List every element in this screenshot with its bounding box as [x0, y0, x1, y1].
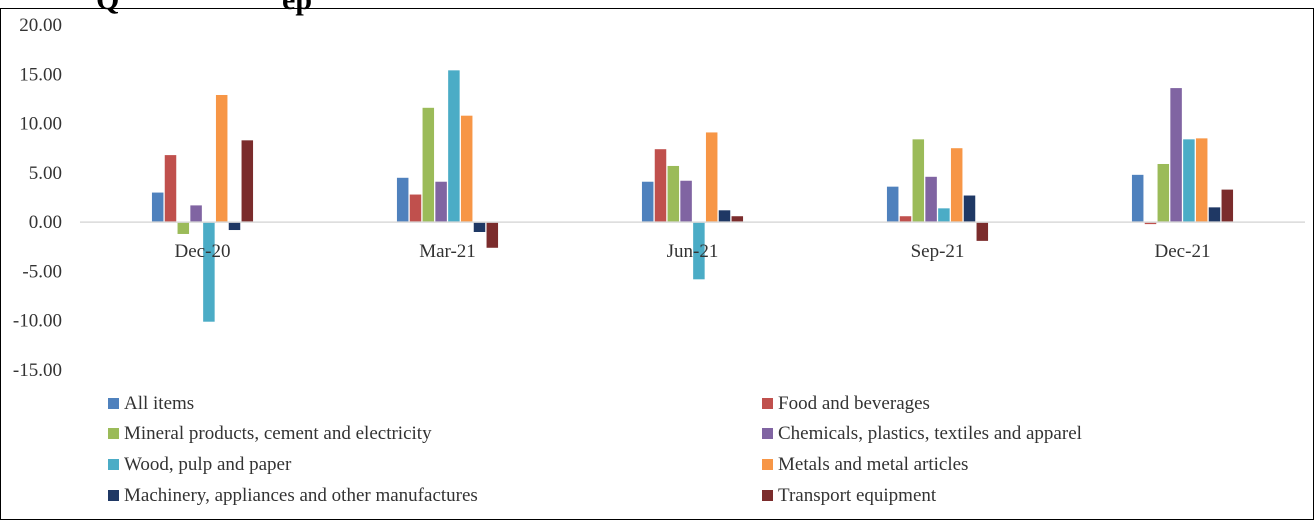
- legend-label: All items: [124, 393, 194, 414]
- bar: [215, 94, 228, 223]
- legend-swatch: [762, 459, 773, 470]
- x-tick-label: Mar-21: [419, 241, 476, 262]
- legend-swatch: [108, 490, 119, 501]
- y-tick-label: 20.00: [19, 15, 62, 36]
- legend-swatch: [108, 398, 119, 409]
- bar: [976, 222, 989, 241]
- legend-label: Wood, pulp and paper: [124, 454, 292, 475]
- bar: [912, 139, 925, 223]
- bar: [654, 149, 667, 223]
- bar: [448, 70, 460, 223]
- bar: [409, 194, 422, 223]
- legend: All items Food and beverages Mineral produ…: [108, 393, 1082, 506]
- bar: [1131, 174, 1144, 223]
- y-tick-label: -15.00: [13, 360, 62, 381]
- legend-swatch: [108, 428, 119, 439]
- x-axis: Dec-20 Mar-21 Jun-21 Sep-21 Dec-21: [175, 241, 1211, 262]
- x-tick-label: Sep-21: [911, 241, 965, 262]
- legend-label: Chemicals, plastics, textiles and appare…: [778, 423, 1082, 444]
- legend-swatch: [762, 490, 773, 501]
- legend-swatch: [108, 459, 119, 470]
- bar: [473, 222, 486, 232]
- bar: [190, 205, 202, 223]
- bar: [435, 181, 447, 223]
- bar: [203, 222, 215, 322]
- bar: [925, 176, 937, 223]
- bar: [938, 208, 950, 223]
- bar: [1208, 207, 1221, 223]
- y-tick-label: -5.00: [22, 261, 62, 282]
- legend-label: Machinery, appliances and other manufact…: [124, 485, 478, 506]
- bar: [422, 107, 435, 223]
- bar: [718, 210, 731, 223]
- legend-label: Food and beverages: [778, 393, 930, 414]
- y-tick-label: -10.00: [13, 311, 62, 332]
- bar: [731, 216, 744, 223]
- bar: [899, 216, 912, 223]
- y-tick-label: 5.00: [29, 163, 62, 184]
- bar: [1183, 139, 1195, 223]
- bar: [963, 195, 976, 223]
- bar: [705, 132, 718, 223]
- legend-label: Transport equipment: [778, 485, 937, 506]
- bar: [950, 148, 963, 223]
- bar: [1195, 138, 1208, 223]
- bar: [680, 180, 692, 223]
- y-axis: 20.00 15.00 10.00 5.00 0.00 -5.00 -10.00 -15.00: [13, 15, 62, 381]
- bar: [241, 140, 254, 223]
- bar: [667, 165, 680, 223]
- bar: [151, 192, 164, 223]
- legend-swatch: [762, 428, 773, 439]
- bar: [460, 115, 473, 223]
- bar: [177, 222, 190, 234]
- legend-label: Metals and metal articles: [778, 454, 968, 475]
- bar: [693, 222, 705, 280]
- bar: [1221, 189, 1234, 223]
- x-tick-label: Dec-21: [1155, 241, 1211, 262]
- bar: [1170, 88, 1182, 223]
- legend-swatch: [762, 398, 773, 409]
- x-tick-label: Dec-20: [175, 241, 231, 262]
- bar: [1157, 163, 1170, 223]
- bar: [396, 177, 409, 223]
- bar: [886, 186, 899, 223]
- bar: [641, 181, 654, 223]
- bar: [486, 222, 499, 248]
- y-tick-label: 15.00: [19, 64, 62, 85]
- bar: [228, 222, 241, 231]
- x-tick-label: Jun-21: [667, 241, 719, 262]
- bar: [164, 155, 177, 223]
- plot-area: [151, 70, 1234, 322]
- y-tick-label: 10.00: [19, 114, 62, 135]
- y-tick-label: 0.00: [29, 212, 62, 233]
- bar: [1144, 222, 1157, 225]
- legend-label: Mineral products, cement and electricity: [124, 423, 432, 444]
